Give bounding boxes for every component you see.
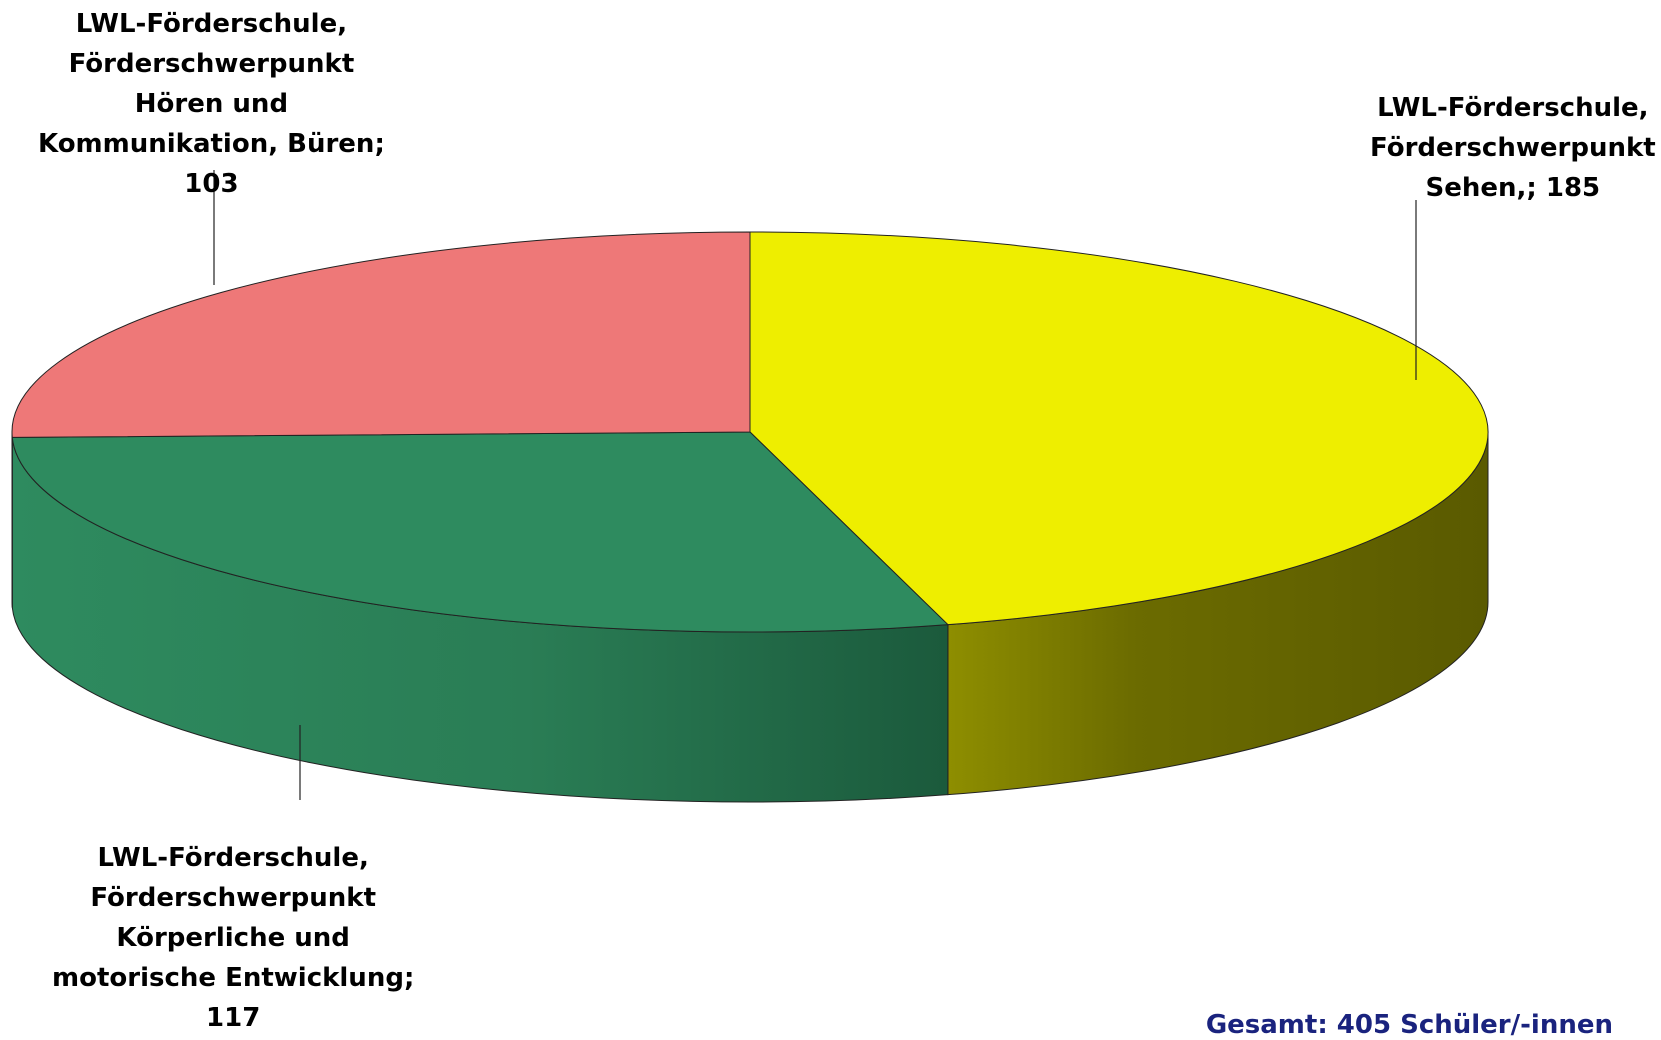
pie-tops	[11, 231, 1489, 633]
slice-top-2	[11, 231, 751, 438]
leader-lines	[213, 170, 1417, 800]
slice-label-line: Kommunikation, Büren;	[38, 129, 385, 159]
slice-label-sehen: LWL-Förderschule, Förderschwerpunkt Sehen,…	[1370, 88, 1656, 208]
slice-top-1	[11, 431, 950, 633]
total-caption: Gesamt: 405 Schüler/-innen	[1205, 1010, 1613, 1040]
slice-label-line: LWL-Förderschule,	[97, 843, 369, 873]
slice-label-line: Förderschwerpunkt	[68, 49, 355, 79]
slice-label-koerperliche-entwicklung: LWL-Förderschule, Förderschwerpunkt Körper…	[52, 838, 414, 1038]
slice-label-line: 117	[206, 1003, 261, 1033]
slice-label-line: LWL-Förderschule,	[1377, 93, 1649, 123]
slice-label-line: LWL-Förderschule,	[75, 9, 348, 39]
slice-top-0	[749, 231, 1489, 626]
slice-label-line: Hören und	[134, 89, 289, 119]
slice-label-line: motorische Entwicklung;	[52, 963, 415, 993]
slice-label-line: 103	[184, 169, 239, 199]
slice-label-hoeren-kommunikation: LWL-Förderschule, Förderschwerpunkt Hören …	[38, 4, 385, 204]
slice-label-line: Förderschwerpunkt	[90, 883, 377, 913]
slice-label-line: Körperliche und	[116, 923, 350, 953]
slice-label-line: Förderschwerpunkt	[1370, 133, 1656, 163]
slice-label-line: Sehen,; 185	[1425, 173, 1601, 203]
